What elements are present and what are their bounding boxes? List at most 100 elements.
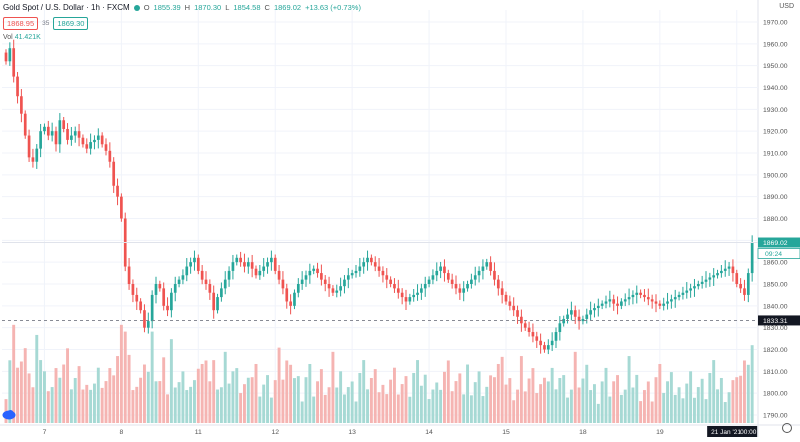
- candle-body: [439, 266, 442, 271]
- volume-bar: [104, 381, 108, 423]
- candle-body: [520, 316, 523, 324]
- volume-bar: [139, 377, 143, 423]
- price-tick-label: 1920.00: [763, 129, 788, 136]
- candle-body: [223, 279, 227, 289]
- volume-bar: [227, 383, 231, 423]
- symbol-title[interactable]: Gold Spot / U.S. Dollar · 1h · FXCM: [3, 3, 130, 12]
- volume-bar: [635, 374, 639, 423]
- candle-body: [258, 270, 262, 276]
- candle-body: [385, 275, 389, 280]
- price-tick-label: 1950.00: [763, 63, 788, 70]
- low-value: 1854.58: [233, 3, 261, 12]
- volume-bar: [304, 377, 308, 423]
- volume-bar: [269, 397, 273, 423]
- candle-body: [700, 281, 704, 284]
- volume-bar: [350, 381, 354, 423]
- candle-body: [127, 266, 131, 284]
- volume-bar: [396, 394, 400, 423]
- volume-bar: [162, 357, 166, 423]
- buy-button[interactable]: 1869.30: [53, 17, 89, 30]
- candle-body: [408, 297, 412, 302]
- gear-icon[interactable]: [782, 423, 792, 433]
- candle-body: [435, 270, 439, 276]
- volume-bar: [116, 356, 119, 423]
- volume-bar: [277, 347, 281, 423]
- volume-bar: [435, 382, 439, 423]
- candle-body: [573, 310, 577, 317]
- volume-bar: [708, 372, 712, 423]
- candle-body: [189, 262, 192, 267]
- candle-body: [46, 126, 50, 136]
- candle-body: [43, 126, 46, 132]
- volume-bar: [293, 378, 296, 423]
- candle-body: [96, 135, 100, 140]
- candle-body: [681, 292, 685, 295]
- volume-bar: [439, 389, 443, 423]
- candle-body: [546, 345, 550, 350]
- candle-body: [93, 139, 96, 143]
- candle-body: [485, 262, 489, 267]
- volume-bar: [158, 381, 162, 423]
- candle-body: [235, 257, 239, 263]
- candle-body: [181, 275, 185, 280]
- candle-body: [396, 288, 400, 293]
- volume-bar: [616, 375, 619, 423]
- candle-body: [196, 257, 200, 271]
- volume-bar: [354, 401, 358, 423]
- volume-bar: [89, 389, 93, 423]
- volume-bar: [335, 387, 339, 423]
- candle-body: [243, 262, 246, 267]
- candle-body: [358, 266, 362, 271]
- candle-body: [339, 286, 342, 291]
- volume-bar: [627, 356, 631, 423]
- time-tick-label: 8: [119, 429, 123, 436]
- candle-body: [712, 275, 716, 278]
- volume-bar: [181, 371, 185, 423]
- volume-bar: [85, 384, 89, 423]
- candle-body: [35, 148, 39, 162]
- volume-bar: [35, 334, 39, 423]
- volume-legend[interactable]: Vol 41.421K: [3, 34, 41, 41]
- candle-body: [689, 288, 692, 291]
- candle-body: [381, 270, 385, 276]
- volume-bar: [212, 360, 216, 423]
- volume-bar: [566, 397, 569, 423]
- price-tick-label: 1820.00: [763, 347, 788, 354]
- volume-bar: [469, 395, 473, 423]
- volume-bar: [519, 356, 523, 423]
- time-tick-label: 18: [579, 429, 587, 436]
- volume-bar: [285, 360, 289, 423]
- candle-body: [323, 279, 327, 284]
- sell-button[interactable]: 1868.95: [3, 17, 39, 30]
- candle-body: [89, 142, 92, 149]
- volume-bar: [100, 387, 104, 423]
- volume-bar: [477, 371, 481, 423]
- candle-body: [166, 305, 169, 311]
- volume-bar: [577, 387, 581, 423]
- volume-bar: [608, 396, 612, 423]
- time-tick-label: 11: [195, 429, 202, 436]
- volume-bar: [408, 396, 412, 423]
- price-tick-label: 1900.00: [763, 172, 788, 179]
- candle-body: [662, 303, 666, 306]
- volume-bar: [131, 390, 135, 423]
- candle-body: [350, 273, 354, 276]
- volume-bar: [77, 366, 81, 423]
- volume-bar: [189, 386, 193, 423]
- volume-bar: [112, 375, 116, 423]
- high-label: H: [184, 3, 191, 12]
- candle-body: [462, 288, 466, 293]
- candle-body: [631, 294, 635, 298]
- price-tick-label: 1810.00: [763, 369, 788, 376]
- volume-bar: [127, 354, 131, 423]
- volume-bar: [12, 324, 16, 423]
- tradingview-logo-icon[interactable]: [2, 408, 16, 420]
- volume-bar: [119, 324, 123, 423]
- volume-bar: [281, 379, 285, 423]
- volume-bar: [573, 351, 577, 423]
- candle-body: [477, 270, 481, 276]
- volume-bar: [693, 397, 696, 423]
- candle-body: [23, 113, 27, 136]
